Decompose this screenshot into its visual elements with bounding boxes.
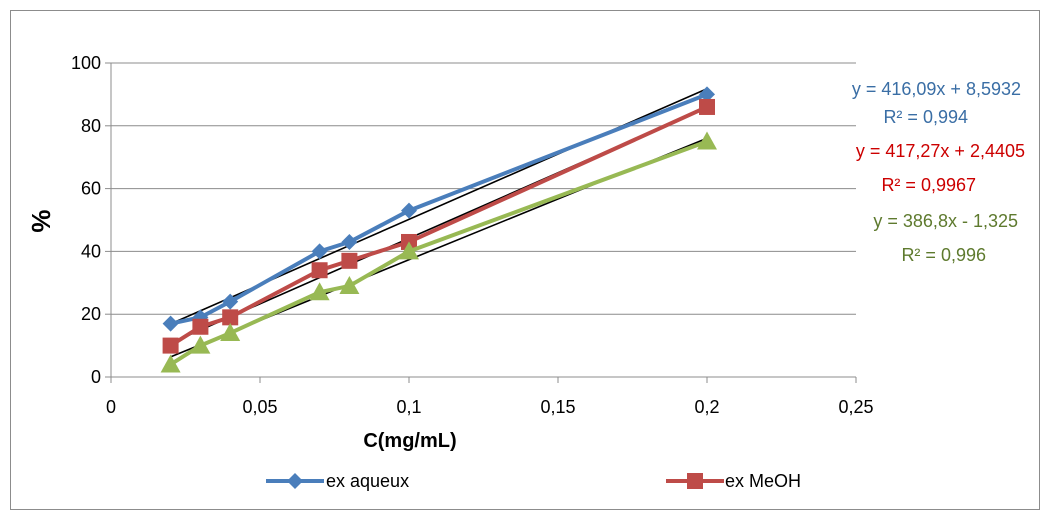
trendline-r2-ex-meoh: R² = 0,9967 [881,175,976,195]
legend-item-ex-meoh: ex MeOH [666,471,801,491]
x-tick-label: 0 [106,397,116,417]
data-point-diamond [401,202,417,219]
x-tick-label: 0,15 [540,397,575,417]
trendline-r2-ex-aqueux: R² = 0,994 [883,107,968,127]
gridlines [111,62,856,315]
axes [105,62,857,383]
trendlines [170,87,708,358]
trendline-equation-ex-aqueux: y = 416,09x + 8,5932 [852,79,1021,99]
series-line-1 [170,92,708,326]
data-point-diamond [311,243,328,260]
x-tick-label: 0,2 [694,397,719,417]
trendline-r2-series-3: R² = 0,996 [901,245,986,265]
chart-area: 0 20 40 60 80 100 0 0,05 0,1 0,15 0,2 0,25 C(mg/mL)… [10,10,1040,510]
y-tick-label: 80 [81,116,101,136]
legend-label-ex-meoh: ex MeOH [725,471,801,491]
data-point-square [162,337,179,354]
data-point-square [341,252,358,269]
legend-item-ex-aqueux: ex aqueux [266,471,409,491]
data-point-triangle [339,275,360,294]
data-point-triangle [399,241,419,260]
legend: ex aqueux ex MeOH [266,471,801,491]
tick-labels: 0 20 40 60 80 100 0 0,05 0,1 0,15 0,2 0,25 [71,53,874,417]
x-tick-label: 0,25 [838,397,873,417]
y-tick-label: 20 [81,304,101,324]
data-point-diamond [162,315,179,332]
x-axis-title: C(mg/mL) [363,430,456,452]
legend-marker-ex-meoh [687,473,703,489]
data-point-diamond [222,293,239,310]
series-line-2 [169,105,708,348]
y-tick-label: 60 [81,179,101,199]
line-chart: 0 20 40 60 80 100 0 0,05 0,1 0,15 0,2 0,25 C(mg/mL)… [26,53,1025,491]
data-point-triangle [160,354,181,373]
y-tick-label: 40 [81,241,101,261]
data-point-diamond [341,233,358,250]
data-point-triangle [190,335,211,354]
legend-marker-ex-aqueux [287,473,303,489]
data-point-square [192,318,209,335]
y-axis-title: % [26,209,56,232]
series-line-3 [169,139,708,367]
data-point-diamond [699,86,715,103]
trendline-equation-ex-meoh: y = 417,27x + 2,4405 [856,141,1025,161]
legend-label-ex-aqueux: ex aqueux [326,471,409,491]
data-point-triangle [309,282,330,301]
data-point-square [222,309,239,326]
data-point-triangle [697,131,717,150]
data-point-square [699,98,715,115]
data-series [160,86,717,373]
y-tick-label: 0 [91,367,101,387]
y-tick-label: 100 [71,53,101,73]
data-point-square [311,262,328,279]
x-tick-label: 0,05 [242,397,277,417]
x-tick-label: 0,1 [396,397,421,417]
data-point-triangle [220,323,241,342]
trendline-equation-series-3: y = 386,8x - 1,325 [873,211,1018,231]
